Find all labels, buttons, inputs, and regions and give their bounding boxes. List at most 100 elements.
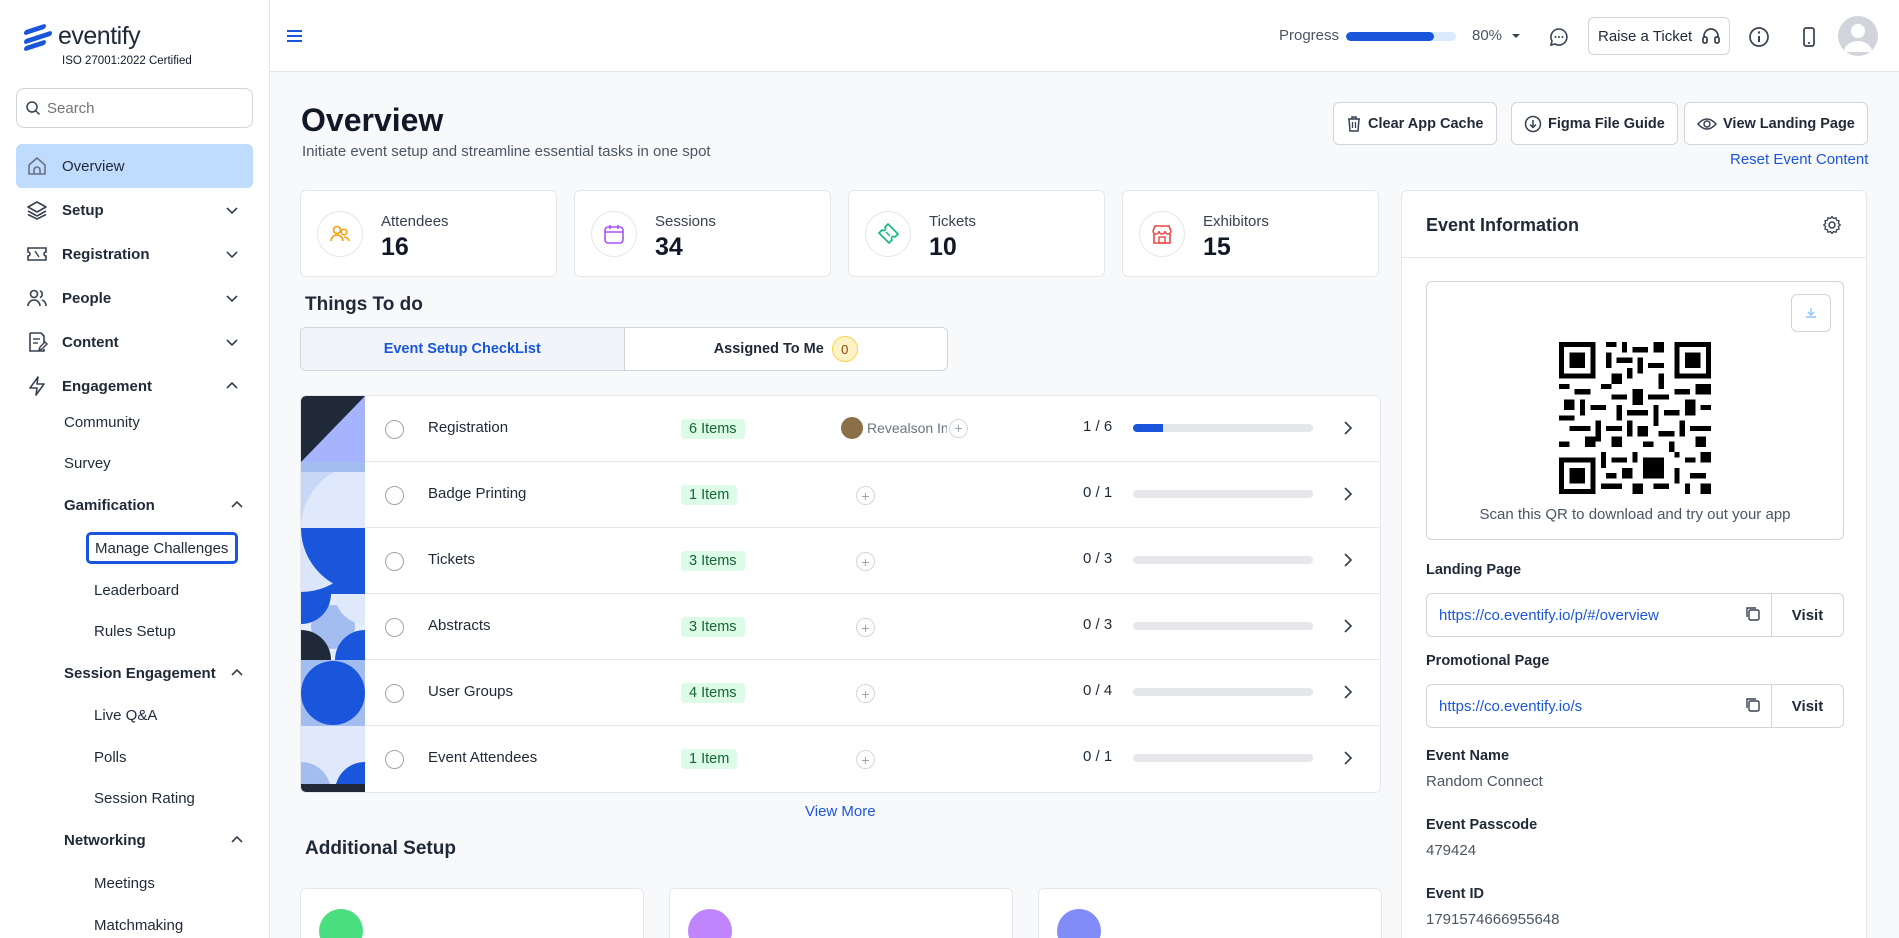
mobile-preview-button[interactable] [1796, 24, 1822, 50]
chevron-down-icon [226, 339, 238, 347]
headset-icon [1702, 28, 1721, 44]
nav-gamification-label: Gamification [64, 497, 155, 514]
row-progress-count: 0 / 4 [1083, 682, 1113, 699]
stat-card-attendees[interactable]: Attendees 16 [300, 190, 557, 277]
nav-setup[interactable]: Setup [16, 188, 253, 232]
nav-content[interactable]: Content [16, 320, 253, 364]
qr-caption: Scan this QR to download and try out you… [1479, 506, 1791, 523]
nav-polls[interactable]: Polls [94, 749, 127, 766]
nav-meetings[interactable]: Meetings [94, 875, 155, 892]
brand-logo[interactable]: eventify [24, 22, 141, 52]
checklist-row-user-groups[interactable]: User Groups 4 Items + 0 / 4 [301, 660, 1380, 726]
user-avatar[interactable] [1838, 16, 1878, 56]
chat-button[interactable] [1546, 24, 1572, 50]
visit-promotional-button[interactable]: Visit [1771, 685, 1843, 727]
stat-label: Sessions [655, 213, 716, 230]
add-assignee-button[interactable]: + [856, 552, 875, 571]
stat-card-exhibitors[interactable]: Exhibitors 15 [1122, 190, 1379, 277]
row-progress-bar [1133, 754, 1313, 762]
figma-guide-label: Figma File Guide [1548, 115, 1665, 132]
checklist-row-abstracts[interactable]: Abstracts 3 Items + 0 / 3 [301, 594, 1380, 660]
nav-networking[interactable]: Networking [64, 832, 244, 849]
event-information-panel: Event Information Scan this QR to downlo… [1401, 190, 1867, 938]
chevron-right-icon[interactable] [1341, 551, 1355, 569]
raise-ticket-button[interactable]: Raise a Ticket [1588, 17, 1730, 55]
nav-people[interactable]: People [16, 276, 253, 320]
row-assignee[interactable]: Revealson Ingt + [841, 417, 968, 439]
reset-event-content-link[interactable]: Reset Event Content [1730, 151, 1869, 168]
chevron-right-icon[interactable] [1341, 749, 1355, 767]
stat-card-sessions[interactable]: Sessions 34 [574, 190, 831, 277]
tab-event-setup-checklist[interactable]: Event Setup CheckList [301, 328, 625, 370]
nav-overview[interactable]: Overview [16, 144, 253, 188]
nav-rules-setup[interactable]: Rules Setup [94, 623, 176, 640]
nav-gamification[interactable]: Gamification [64, 497, 244, 514]
gear-icon[interactable] [1822, 215, 1842, 235]
chevron-right-icon[interactable] [1341, 683, 1355, 701]
info-button[interactable] [1746, 24, 1772, 50]
chevron-right-icon[interactable] [1341, 419, 1355, 437]
chevron-up-icon [226, 381, 238, 389]
row-complete-radio[interactable] [385, 618, 404, 637]
search-box[interactable] [16, 88, 253, 128]
chevron-right-icon[interactable] [1341, 617, 1355, 635]
checklist-row-tickets[interactable]: Tickets 3 Items + 0 / 3 [301, 528, 1380, 594]
add-assignee-button[interactable]: + [949, 418, 968, 438]
add-assignee-button[interactable]: + [856, 750, 875, 769]
tab-assigned-to-me[interactable]: Assigned To Me 0 [625, 328, 948, 370]
nav-session-rating[interactable]: Session Rating [94, 790, 195, 807]
additional-setup-card[interactable] [300, 888, 644, 938]
clear-cache-button[interactable]: Clear App Cache [1333, 102, 1497, 145]
assignee-name: Revealson Ingt [867, 420, 947, 436]
menu-icon[interactable] [286, 28, 304, 44]
promotional-page-url[interactable]: https://co.eventify.io/s [1439, 698, 1583, 715]
visit-landing-button[interactable]: Visit [1771, 594, 1843, 636]
additional-setup-card[interactable] [1038, 888, 1382, 938]
view-landing-button[interactable]: View Landing Page [1684, 102, 1868, 145]
download-qr-button[interactable] [1791, 294, 1831, 332]
figma-guide-button[interactable]: Figma File Guide [1511, 102, 1678, 145]
nav-registration[interactable]: Registration [16, 232, 253, 276]
chat-icon [1549, 28, 1568, 47]
clipboard-icon [319, 909, 363, 938]
caret-down-icon[interactable] [1510, 31, 1522, 41]
row-complete-radio[interactable] [385, 486, 404, 505]
event-information-title: Event Information [1426, 215, 1580, 235]
nav-live-qa[interactable]: Live Q&A [94, 707, 158, 724]
search-input[interactable] [47, 99, 237, 117]
row-complete-radio[interactable] [385, 684, 404, 703]
nav-survey[interactable]: Survey [64, 455, 111, 472]
layers-icon [27, 201, 47, 220]
copy-icon[interactable] [1744, 696, 1762, 714]
checklist-row-registration[interactable]: Registration 6 Items Revealson Ingt + 1 … [301, 396, 1380, 462]
stat-label: Tickets [929, 213, 976, 230]
nav-manage-challenges[interactable]: Manage Challenges [86, 532, 238, 564]
chevron-right-icon[interactable] [1341, 485, 1355, 503]
row-name: Abstracts [428, 617, 491, 634]
assigned-count-badge: 0 [831, 336, 858, 362]
chevron-down-icon [226, 295, 238, 303]
stat-card-tickets[interactable]: Tickets 10 [848, 190, 1105, 277]
nav-session-engagement[interactable]: Session Engagement [64, 665, 244, 682]
checklist-row-badge-printing[interactable]: Badge Printing 1 Item + 0 / 1 [301, 462, 1380, 528]
promotional-page-label: Promotional Page [1426, 653, 1550, 669]
row-complete-radio[interactable] [385, 420, 404, 439]
row-art [301, 462, 365, 528]
row-complete-radio[interactable] [385, 552, 404, 571]
add-assignee-button[interactable]: + [856, 618, 875, 637]
nav-community[interactable]: Community [64, 414, 140, 431]
landing-page-url[interactable]: https://co.eventify.io/p/#/overview [1439, 607, 1659, 624]
checklist-row-event-attendees[interactable]: Event Attendees 1 Item + 0 / 1 [301, 726, 1380, 792]
add-assignee-button[interactable]: + [856, 486, 875, 505]
stat-value: 15 [1203, 233, 1231, 261]
copy-icon[interactable] [1744, 605, 1762, 623]
nav-matchmaking[interactable]: Matchmaking [94, 917, 184, 934]
row-complete-radio[interactable] [385, 750, 404, 769]
nav-leaderboard[interactable]: Leaderboard [94, 582, 180, 599]
row-items-badge: 6 Items [681, 419, 745, 439]
additional-setup-card[interactable] [669, 888, 1013, 938]
view-more-link[interactable]: View More [805, 803, 876, 820]
lightning-icon [29, 376, 45, 396]
nav-engagement[interactable]: Engagement [16, 364, 253, 408]
add-assignee-button[interactable]: + [856, 684, 875, 703]
